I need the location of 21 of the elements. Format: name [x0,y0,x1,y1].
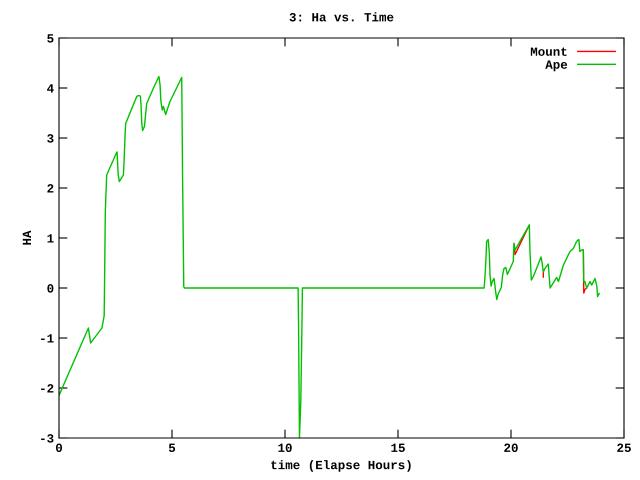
line-series [59,76,600,438]
legend-label: Mount [530,47,567,56]
x-tick-label: 20 [504,444,518,452]
y-tick-label: 0 [47,284,54,293]
x-tick-label: 10 [278,444,292,452]
y-tick-label: -1 [41,334,54,343]
y-tick-label: 5 [47,34,54,43]
x-tick-label: 0 [56,444,62,452]
y-tick-label: 3 [47,134,54,143]
x-tick-label: 15 [391,444,405,452]
y-tick-label: -3 [41,434,54,443]
legend-label: Ape [545,60,568,72]
y-tick-label: 2 [47,184,54,193]
chart-title: 3: Ha vs. Time [290,12,394,22]
x-tick-label: 25 [617,444,631,452]
x-axis-title: time (Elapse Hours) [271,460,411,472]
y-tick-label: -2 [41,384,54,393]
y-tick-label: 4 [47,84,54,93]
y-tick-label: 1 [47,234,54,243]
y-axis-title: HA [22,230,31,245]
x-tick-label: 5 [168,444,176,452]
